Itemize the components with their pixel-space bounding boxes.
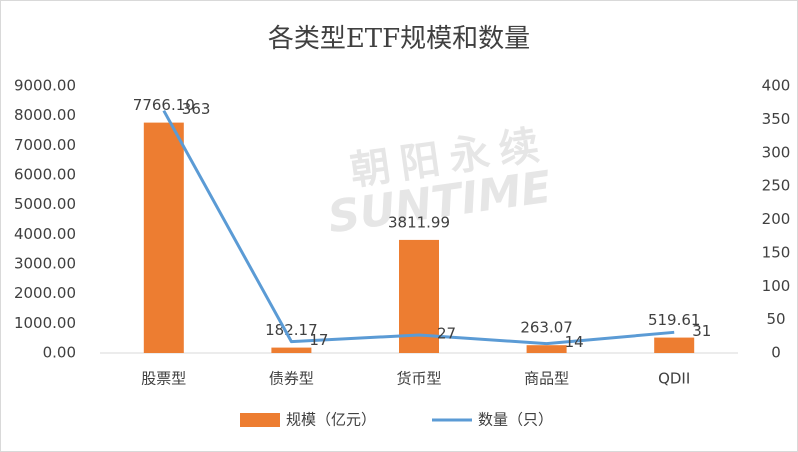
x-tick-label: 货币型 xyxy=(396,370,441,388)
bar xyxy=(654,337,695,353)
y-tick-label: 3000.00 xyxy=(14,255,76,273)
y2-tick-label: 200 xyxy=(762,210,791,228)
bar xyxy=(526,345,567,353)
y-tick-label: 7000.00 xyxy=(14,136,76,154)
line-value-label: 363 xyxy=(182,100,211,118)
y2-tick-label: 100 xyxy=(762,277,791,295)
x-tick-label: QDII xyxy=(658,370,690,388)
y2-tick-label: 50 xyxy=(766,310,785,328)
y2-tick-label: 400 xyxy=(762,77,791,95)
bar-value-label: 263.07 xyxy=(520,319,573,337)
bar-value-label: 3811.99 xyxy=(388,213,450,231)
y2-tick-label: 250 xyxy=(762,177,791,195)
chart-title: 各类型ETF规模和数量 xyxy=(268,24,530,54)
x-tick-label: 商品型 xyxy=(524,370,569,388)
legend-swatch xyxy=(240,413,280,427)
legend-label: 数量（只） xyxy=(478,411,553,429)
y2-tick-label: 300 xyxy=(762,143,791,161)
bar-value-label: 182.17 xyxy=(265,321,318,339)
bar xyxy=(143,122,184,353)
line-value-label: 31 xyxy=(692,322,711,340)
y-tick-label: 5000.00 xyxy=(14,195,76,213)
line-value-label: 27 xyxy=(437,324,456,342)
bar-value-label: 519.61 xyxy=(648,311,701,329)
y-tick-label: 6000.00 xyxy=(14,166,76,184)
y-tick-label: 8000.00 xyxy=(14,106,76,124)
y-tick-label: 2000.00 xyxy=(14,284,76,302)
y-tick-label: 9000.00 xyxy=(14,77,76,95)
line-value-label: 17 xyxy=(309,331,328,349)
x-tick-label: 债券型 xyxy=(269,370,314,388)
y-tick-label: 4000.00 xyxy=(14,225,76,243)
y-tick-label: 1000.00 xyxy=(14,314,76,332)
y2-tick-label: 0 xyxy=(771,344,781,362)
bar-value-label: 7766.10 xyxy=(133,96,195,114)
y2-tick-label: 350 xyxy=(762,110,791,128)
y-tick-label: 0.00 xyxy=(43,344,76,362)
x-tick-label: 股票型 xyxy=(141,370,186,388)
line-value-label: 14 xyxy=(565,333,584,351)
line xyxy=(162,109,675,346)
bar xyxy=(271,347,312,353)
y2-tick-label: 150 xyxy=(762,243,791,261)
legend-label: 规模（亿元） xyxy=(286,411,376,429)
